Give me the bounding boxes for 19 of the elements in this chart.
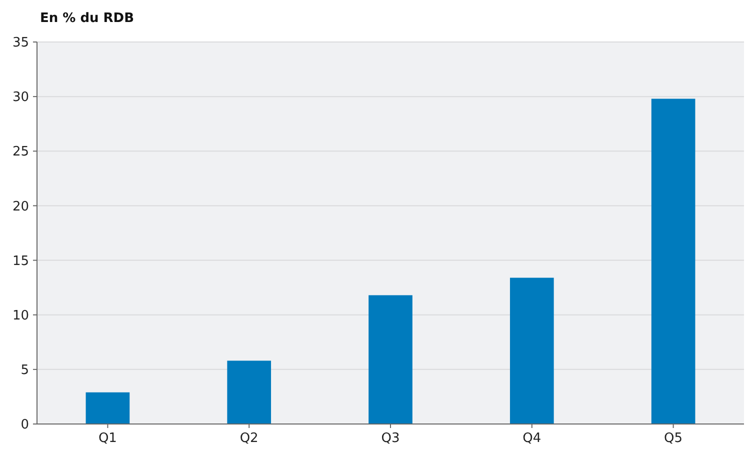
y-axis-title: En % du RDB [40, 11, 134, 26]
x-tick-label: Q2 [240, 431, 258, 446]
bar [510, 278, 554, 424]
y-tick-label: 0 [20, 418, 29, 433]
bar [651, 98, 696, 424]
y-tick-label: 15 [12, 254, 29, 269]
x-tick-label: Q4 [522, 431, 542, 446]
y-tick-label: 25 [12, 144, 29, 160]
y-tick-label: 5 [20, 362, 29, 378]
y-tick-label: 35 [12, 36, 29, 51]
y-tick-label: 10 [12, 308, 29, 324]
x-tick-label: Q5 [664, 431, 683, 446]
bar [368, 295, 412, 424]
x-tick-label: Q3 [381, 431, 400, 446]
y-tick-label: 30 [12, 90, 29, 106]
y-tick-label: 20 [12, 199, 29, 214]
bar [227, 360, 272, 424]
x-tick-label: Q1 [98, 431, 117, 446]
bar [86, 392, 130, 424]
